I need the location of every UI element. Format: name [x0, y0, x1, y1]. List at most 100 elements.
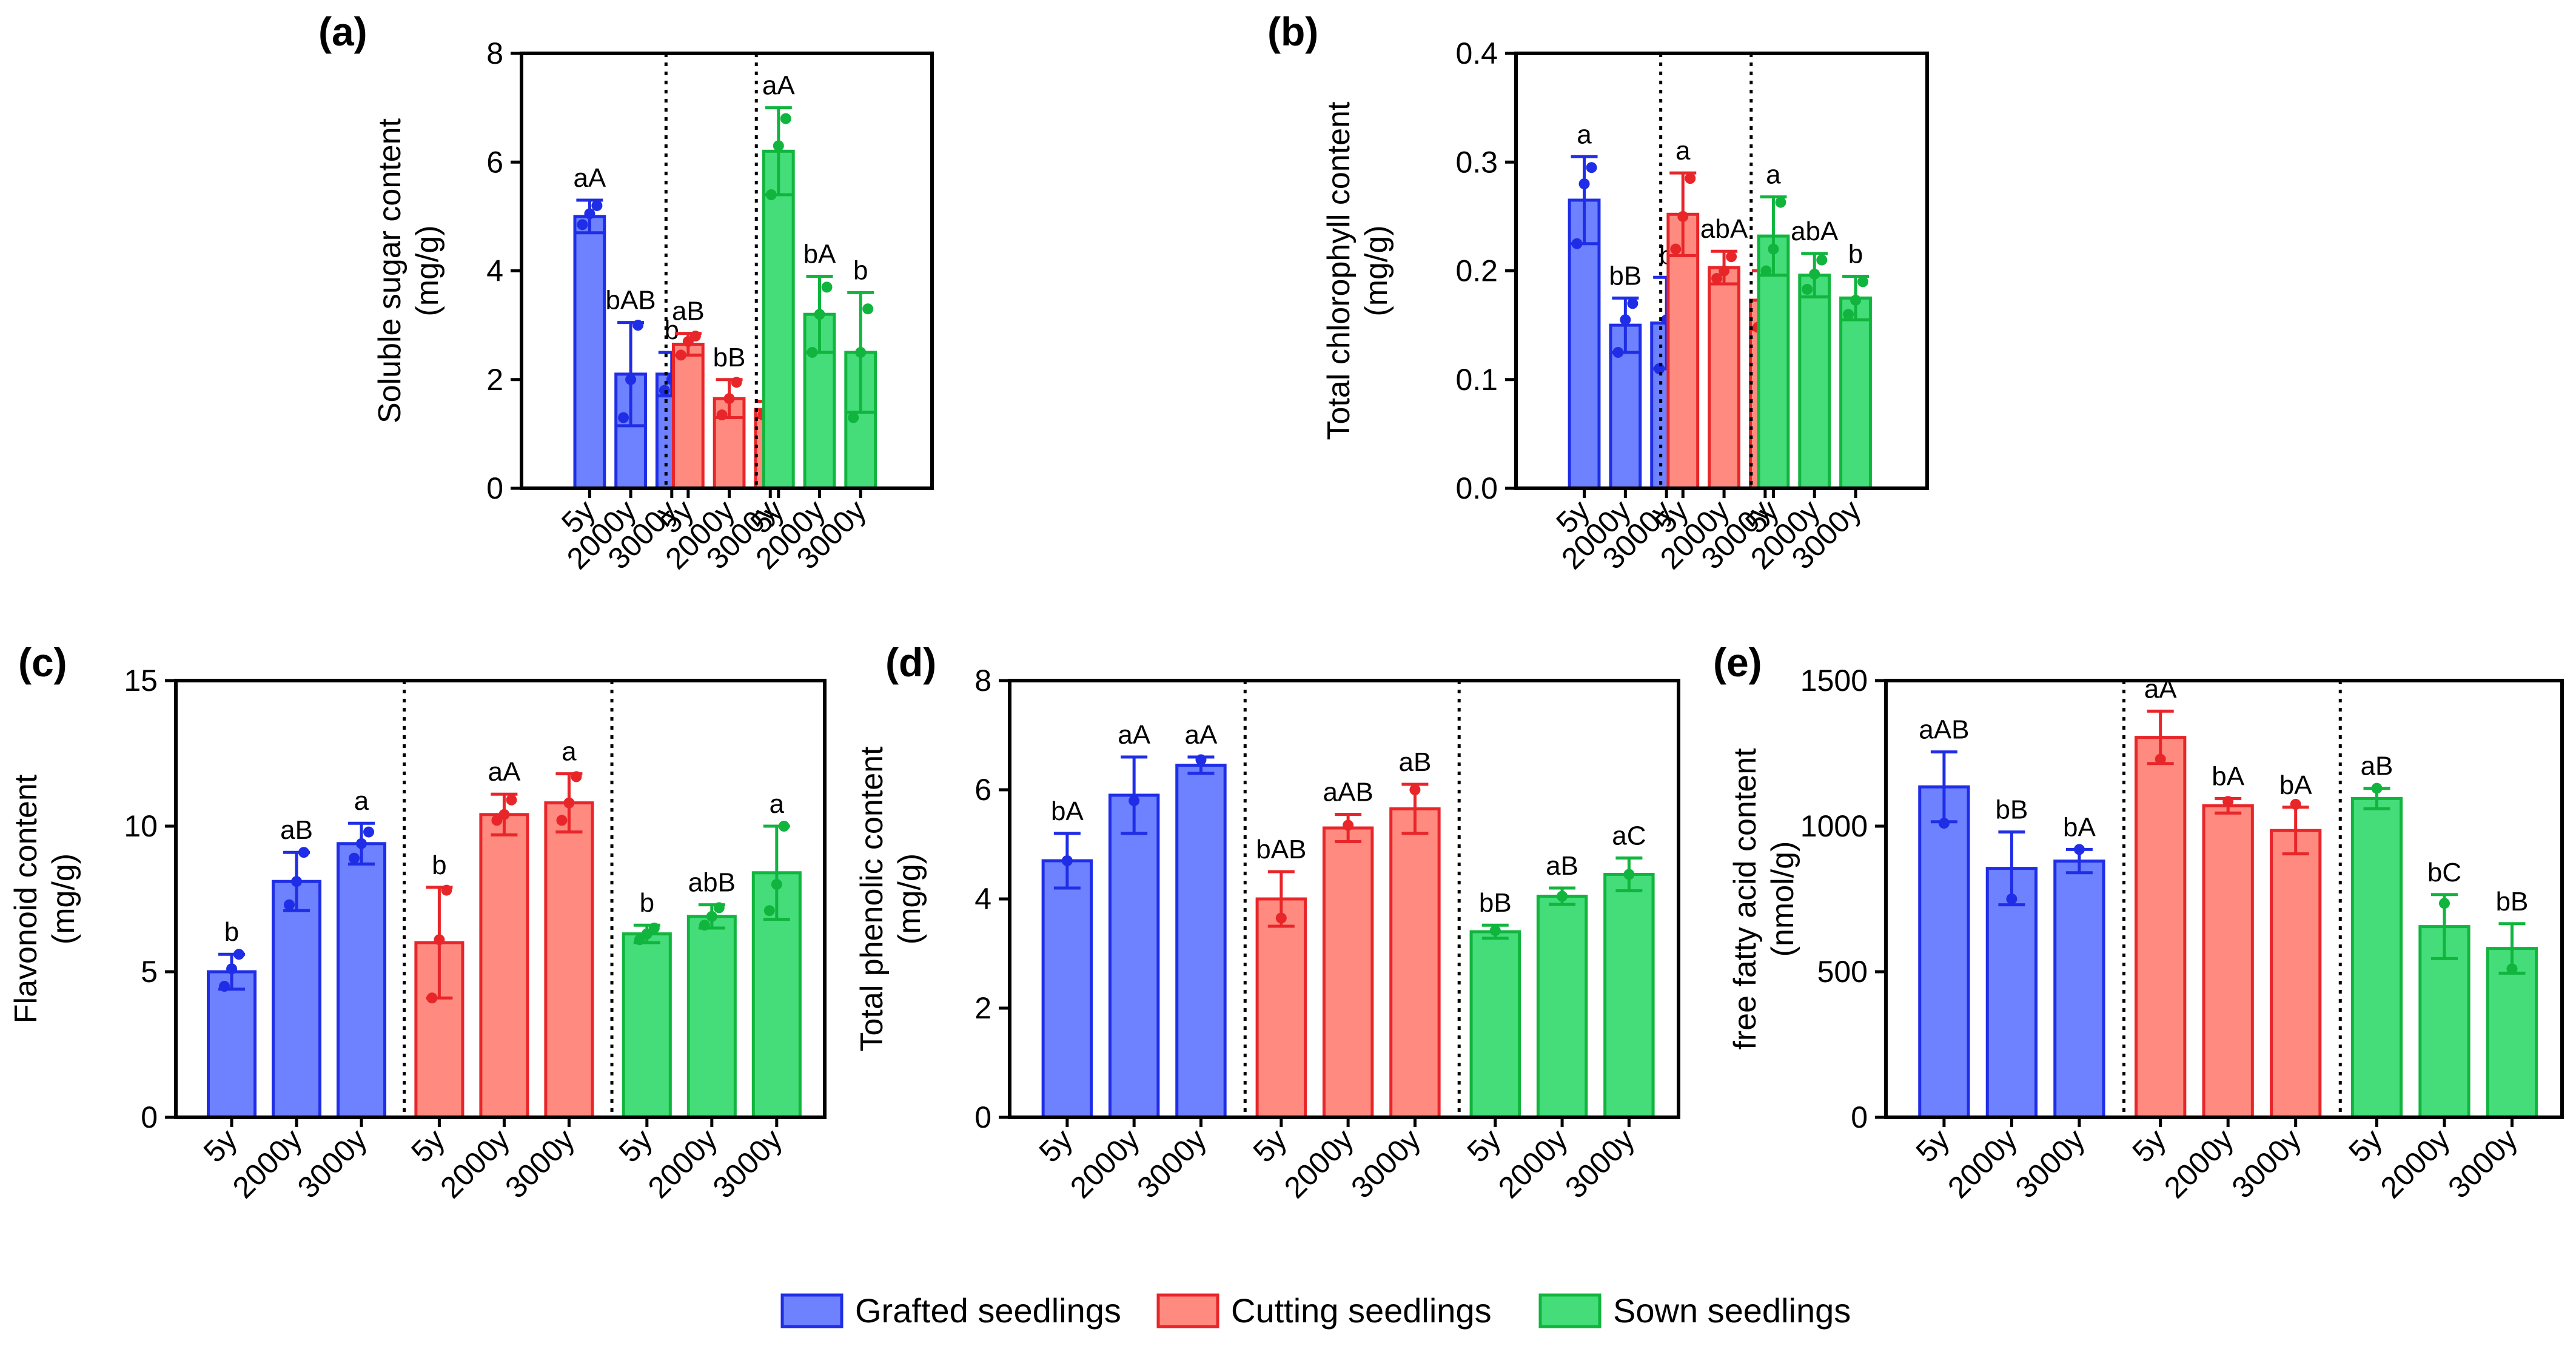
- data-point: [648, 923, 660, 934]
- legend-label: Cutting seedlings: [1231, 1291, 1492, 1330]
- significance-label: a: [562, 737, 577, 767]
- x-tick-label: 3000y: [1344, 1122, 1427, 1205]
- data-point: [498, 809, 510, 820]
- data-point: [1578, 178, 1590, 190]
- data-point: [713, 902, 725, 914]
- significance-label: a: [354, 786, 369, 816]
- data-point: [848, 412, 859, 423]
- data-point: [1938, 818, 1950, 829]
- bar: [2053, 860, 2105, 1119]
- x-tick-label: 5y: [1461, 1122, 1508, 1169]
- data-point: [1275, 912, 1287, 924]
- significance-label: a: [1577, 119, 1592, 149]
- panel-label: (a): [318, 9, 367, 54]
- data-point: [716, 409, 728, 421]
- significance-label: bAB: [605, 286, 656, 315]
- data-point: [814, 309, 825, 320]
- x-tick-label: 3000y: [498, 1122, 581, 1205]
- significance-label: bC: [2427, 858, 2461, 887]
- data-point: [2371, 782, 2383, 794]
- y-tick-label: 4: [974, 882, 991, 916]
- x-tick-label: 5y: [1247, 1122, 1293, 1169]
- y-axis-unit: (mg/g): [1359, 225, 1394, 316]
- data-point: [506, 794, 517, 806]
- plot-frame: [1514, 52, 1929, 490]
- data-point: [778, 821, 790, 832]
- y-tick-label: 0: [486, 471, 503, 505]
- data-point: [1654, 363, 1665, 374]
- significance-label: bB: [2496, 887, 2529, 917]
- plot-frame: [520, 52, 934, 490]
- data-point: [765, 189, 777, 201]
- bar: [2350, 796, 2403, 1119]
- bar: [1918, 785, 1970, 1119]
- bar: [544, 801, 594, 1119]
- y-axis-unit: (mg/g): [46, 853, 81, 944]
- legend-swatch: [780, 1293, 844, 1328]
- x-tick-label: 5y: [1910, 1122, 1956, 1169]
- bar: [207, 970, 257, 1119]
- legend-swatch: [1538, 1293, 1602, 1328]
- x-tick-label: 5y: [2126, 1122, 2173, 1169]
- x-tick-label: 2000y: [2374, 1122, 2457, 1205]
- legend-swatch: [1156, 1293, 1219, 1328]
- data-point: [1557, 890, 1568, 902]
- data-point: [1809, 268, 1820, 280]
- x-tick-label: 5y: [197, 1122, 244, 1169]
- data-point: [1719, 265, 1730, 277]
- bar: [622, 932, 672, 1119]
- significance-label: aAB: [1919, 715, 1969, 745]
- bar: [2270, 829, 2322, 1119]
- panel-label: (e): [1713, 640, 1762, 685]
- data-point: [356, 838, 367, 849]
- y-tick-label: 1500: [1800, 664, 1868, 698]
- data-point: [1802, 283, 1813, 295]
- data-point: [434, 934, 445, 946]
- data-point: [1768, 243, 1779, 255]
- bar: [1708, 266, 1740, 490]
- y-tick-label: 5: [141, 955, 158, 989]
- bar: [1757, 234, 1790, 490]
- y-axis-title: Total chlorophyll content: [1321, 101, 1357, 440]
- data-point: [2155, 753, 2166, 765]
- y-tick-label: 0.4: [1455, 36, 1498, 70]
- x-tick-label: 2000y: [1278, 1122, 1360, 1205]
- data-point: [689, 331, 701, 342]
- data-point: [219, 981, 230, 992]
- data-point: [731, 377, 742, 388]
- significance-label: bB: [1995, 795, 2028, 825]
- data-point: [1061, 855, 1073, 866]
- y-tick-label: 0.1: [1455, 363, 1498, 397]
- data-point: [659, 385, 670, 396]
- data-point: [1843, 309, 1854, 320]
- data-point: [807, 346, 818, 358]
- significance-label: aB: [1399, 747, 1432, 777]
- bar: [1108, 793, 1160, 1119]
- data-point: [571, 771, 582, 782]
- data-point: [1726, 251, 1737, 263]
- significance-label: aA: [1118, 720, 1150, 750]
- bar: [1255, 897, 1307, 1119]
- y-axis-title: Total phenolic content: [854, 746, 890, 1052]
- significance-label: bA: [2212, 761, 2244, 791]
- data-point: [233, 949, 245, 960]
- significance-label: bA: [803, 239, 836, 269]
- legend-label: Grafted seedlings: [855, 1291, 1121, 1330]
- bar: [1536, 895, 1588, 1119]
- bar: [1041, 859, 1093, 1119]
- y-tick-label: 10: [124, 809, 158, 843]
- data-point: [618, 412, 629, 423]
- x-tick-label: 2000y: [642, 1122, 724, 1205]
- significance-label: b: [1848, 239, 1863, 269]
- bar: [2202, 804, 2254, 1119]
- significance-label: a: [770, 789, 785, 819]
- significance-label: aB: [2361, 752, 2393, 781]
- data-point: [1343, 819, 1354, 831]
- bar: [1175, 764, 1227, 1119]
- data-point: [862, 303, 874, 315]
- data-point: [491, 815, 503, 826]
- panel-label: (b): [1267, 9, 1318, 54]
- bar: [1389, 807, 1441, 1119]
- data-point: [723, 393, 735, 405]
- significance-label: aA: [762, 71, 795, 101]
